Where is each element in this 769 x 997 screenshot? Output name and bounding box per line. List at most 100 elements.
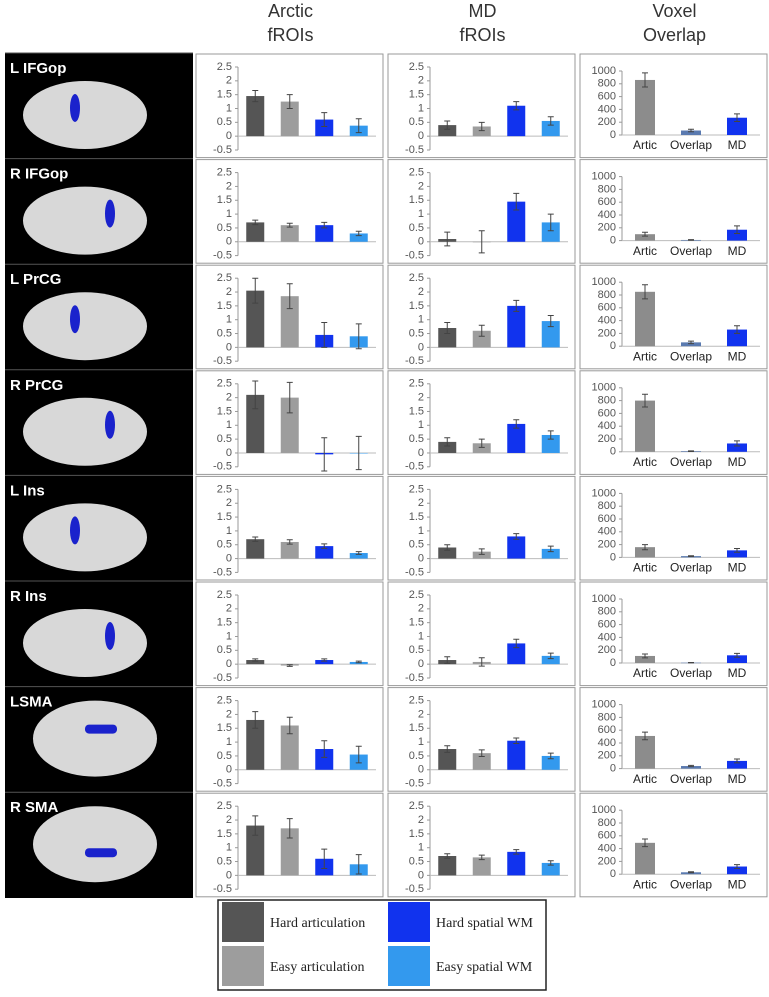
error-bar bbox=[355, 118, 362, 134]
y-tick-label: 1000 bbox=[592, 593, 616, 605]
y-tick-label: 1.5 bbox=[409, 194, 424, 206]
column-header: fROIs bbox=[267, 25, 313, 45]
error-bar bbox=[478, 121, 485, 132]
error-bar bbox=[286, 818, 293, 839]
brain-region bbox=[70, 516, 80, 545]
x-tick-label: Artic bbox=[633, 349, 657, 363]
error-bar bbox=[286, 381, 293, 414]
error-bar bbox=[321, 740, 328, 758]
error-bar bbox=[547, 315, 554, 328]
bar bbox=[280, 101, 299, 137]
chart-panel bbox=[579, 475, 768, 581]
bar bbox=[507, 643, 526, 665]
error-bar bbox=[444, 656, 451, 664]
error-bar bbox=[478, 438, 485, 448]
error-bar bbox=[642, 838, 648, 848]
bar bbox=[472, 551, 491, 559]
bar bbox=[541, 321, 560, 348]
y-tick-label: 2 bbox=[226, 814, 232, 826]
y-tick-label: 600 bbox=[598, 407, 616, 419]
row-label: LSMA bbox=[10, 694, 53, 711]
y-tick-label: 1.5 bbox=[217, 511, 232, 523]
y-tick-label: 2.5 bbox=[217, 272, 232, 284]
error-bar bbox=[734, 113, 740, 123]
bar bbox=[438, 441, 457, 453]
y-tick-label: 0 bbox=[418, 341, 424, 353]
x-tick-label: Artic bbox=[633, 455, 657, 469]
y-tick-label: 1 bbox=[418, 630, 424, 642]
y-tick-label: 0.5 bbox=[217, 750, 232, 762]
error-bar bbox=[444, 544, 451, 551]
y-tick-label: 0.5 bbox=[409, 750, 424, 762]
bar bbox=[681, 130, 701, 135]
y-tick-label: 1.5 bbox=[217, 617, 232, 629]
y-tick-label: 600 bbox=[598, 830, 616, 842]
x-tick-label: Overlap bbox=[670, 138, 712, 152]
y-tick-label: 2 bbox=[226, 708, 232, 720]
y-tick-label: 0.5 bbox=[217, 433, 232, 445]
x-tick-label: MD bbox=[728, 877, 747, 891]
y-tick-label: 800 bbox=[598, 500, 616, 512]
y-tick-label: 1.5 bbox=[217, 89, 232, 101]
error-bar bbox=[286, 664, 293, 667]
error-bar bbox=[321, 848, 328, 869]
y-tick-label: 800 bbox=[598, 395, 616, 407]
y-tick-label: 0.5 bbox=[409, 539, 424, 551]
x-tick-label: Artic bbox=[633, 244, 657, 258]
bar bbox=[280, 725, 299, 770]
legend-label: Easy spatial WM bbox=[436, 960, 533, 975]
y-tick-label: 2.5 bbox=[217, 695, 232, 707]
row-label: R PrCG bbox=[10, 377, 63, 394]
y-tick-label: 1.5 bbox=[409, 828, 424, 840]
y-tick-label: 600 bbox=[598, 196, 616, 208]
y-tick-label: 1 bbox=[226, 208, 232, 220]
bar bbox=[541, 862, 560, 876]
y-tick-label: 0 bbox=[226, 658, 232, 670]
error-bar bbox=[444, 745, 451, 753]
y-tick-label: 0.5 bbox=[217, 327, 232, 339]
bar bbox=[681, 766, 701, 769]
y-tick-label: 200 bbox=[598, 116, 616, 128]
error-bar bbox=[513, 192, 520, 211]
error-bar bbox=[734, 440, 740, 447]
y-tick-label: 1 bbox=[226, 736, 232, 748]
error-bar bbox=[513, 299, 520, 312]
error-bar bbox=[478, 854, 485, 861]
error-bar bbox=[688, 764, 694, 768]
bar bbox=[246, 825, 265, 876]
bar bbox=[507, 201, 526, 242]
bar bbox=[541, 755, 560, 770]
error-bar bbox=[355, 660, 362, 664]
error-bar bbox=[444, 853, 451, 859]
y-tick-label: 400 bbox=[598, 843, 616, 855]
y-tick-label: 2 bbox=[418, 75, 424, 87]
error-bar bbox=[478, 324, 485, 337]
y-tick-label: 400 bbox=[598, 103, 616, 115]
y-tick-label: 2 bbox=[226, 603, 232, 615]
bar bbox=[541, 222, 560, 242]
y-tick-label: 1 bbox=[418, 102, 424, 114]
y-tick-label: 2 bbox=[226, 180, 232, 192]
error-bar bbox=[642, 72, 648, 88]
bar bbox=[507, 851, 526, 876]
y-tick-label: 1 bbox=[418, 419, 424, 431]
bar bbox=[472, 753, 491, 770]
y-tick-label: 0 bbox=[226, 447, 232, 459]
bar bbox=[472, 857, 491, 876]
legend-label: Hard spatial WM bbox=[436, 916, 533, 931]
y-tick-label: 400 bbox=[598, 315, 616, 327]
column-header: Voxel bbox=[652, 1, 696, 21]
y-tick-label: 1000 bbox=[592, 804, 616, 816]
bar bbox=[727, 866, 747, 875]
y-tick-label: 800 bbox=[598, 78, 616, 90]
error-bar bbox=[688, 340, 694, 345]
y-tick-label: 0 bbox=[418, 236, 424, 248]
y-tick-label: 2 bbox=[226, 497, 232, 509]
error-bar bbox=[321, 112, 328, 127]
y-tick-label: -0.5 bbox=[213, 250, 232, 262]
y-tick-label: -0.5 bbox=[405, 672, 424, 684]
x-tick-label: MD bbox=[728, 455, 747, 469]
y-tick-label: 600 bbox=[598, 619, 616, 631]
y-tick-label: 0.5 bbox=[217, 222, 232, 234]
y-tick-label: 2.5 bbox=[217, 378, 232, 390]
